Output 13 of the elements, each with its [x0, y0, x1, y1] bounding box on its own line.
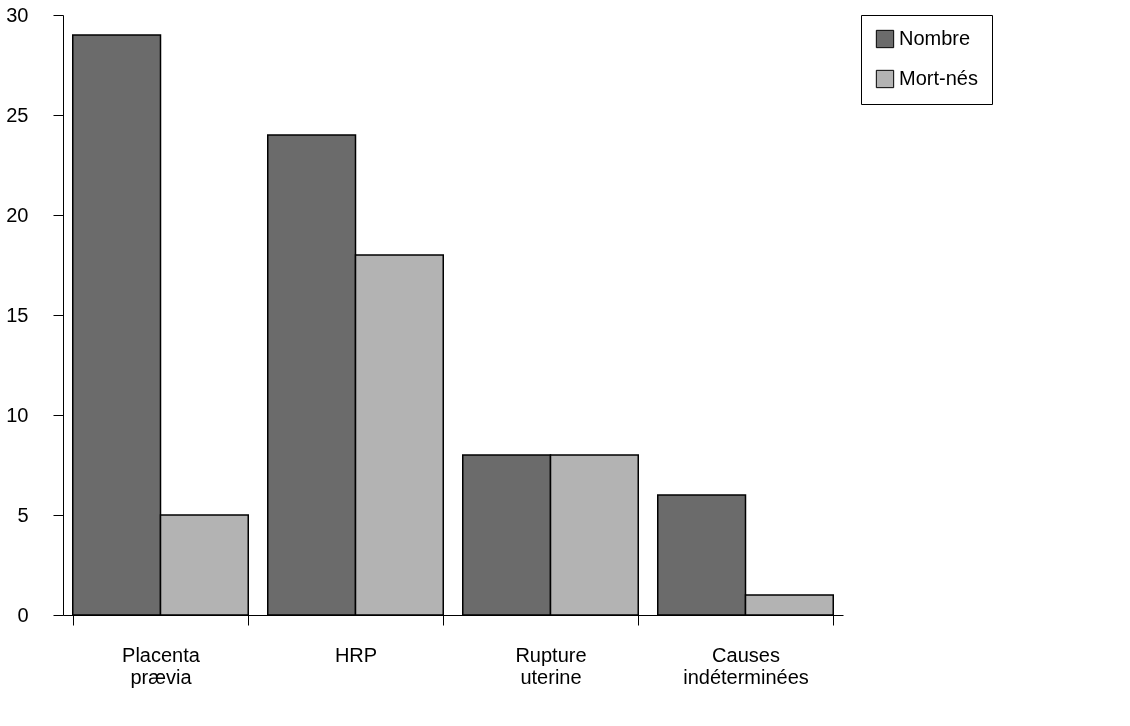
y-tick-label: 20	[6, 203, 29, 226]
x-tick-label: Causes indéterminées	[683, 643, 809, 688]
y-tick-label: 5	[17, 503, 29, 526]
x-tick-label: Rupture uterine	[515, 643, 587, 688]
legend-label: Nombre	[899, 27, 971, 49]
y-tick-label: 0	[17, 603, 29, 626]
y-tick-label: 25	[6, 103, 29, 126]
y-tick-label: 10	[6, 403, 29, 426]
legend-label: Mort-nés	[899, 67, 978, 89]
y-tick-label: 30	[6, 3, 29, 26]
x-tick-label: Placenta prævia	[122, 643, 201, 688]
x-tick-label: HRP	[334, 643, 378, 666]
y-tick-label: 15	[6, 303, 29, 326]
